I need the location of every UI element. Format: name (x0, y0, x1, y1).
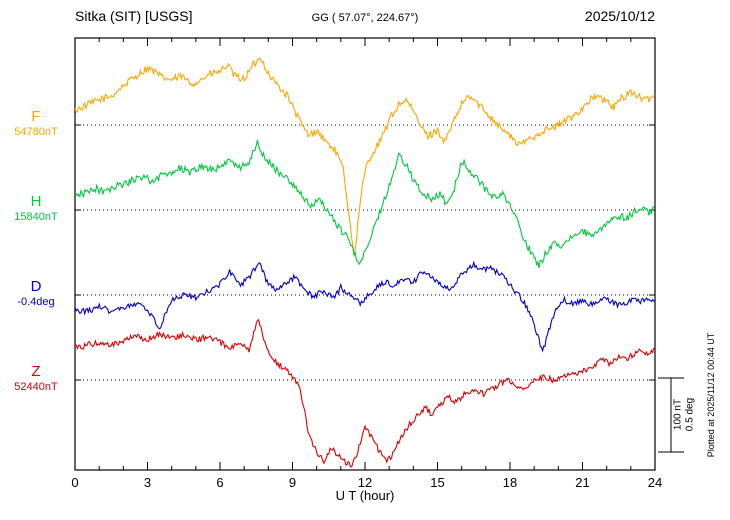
x-axis-label: U T (hour) (335, 488, 395, 503)
legend-D-baseline: -0.4deg (17, 296, 55, 308)
scale-bar-deg-label: 0.5 deg (684, 397, 696, 432)
legend-D: D -0.4deg (2, 279, 70, 308)
trace-D (75, 260, 655, 353)
x-tick-label: 0 (71, 475, 78, 490)
legend-Z-baseline: 52440nT (14, 381, 58, 393)
trace-F (75, 57, 655, 256)
trace-Z (75, 318, 655, 468)
scale-bar-nt-label: 100 nT (672, 398, 684, 431)
x-tick-label: 15 (430, 475, 444, 490)
legend-D-letter: D (30, 278, 42, 295)
x-tick-label: 24 (648, 475, 662, 490)
x-tick-label: 9 (289, 475, 296, 490)
legend-H-letter: H (30, 193, 42, 210)
x-tick-label: 21 (575, 475, 589, 490)
plotted-timestamp: Plotted at 2025/11/12 00:44 UT (706, 332, 716, 458)
legend-F-letter: F (31, 108, 41, 125)
plot-frame (74, 37, 656, 471)
station-title: Sitka (SIT) [USGS] (75, 8, 193, 24)
x-tick-label: 3 (144, 475, 151, 490)
x-tick-label: 12 (358, 475, 372, 490)
x-tick-label: 18 (503, 475, 517, 490)
trace-H (75, 139, 655, 269)
legend-H-baseline: 15840nT (14, 211, 58, 223)
legend-Z-letter: Z (31, 363, 41, 380)
legend-Z: Z 52440nT (2, 364, 70, 393)
legend-F-baseline: 54780nT (14, 126, 58, 138)
observation-date: 2025/10/12 (584, 8, 655, 24)
geographic-coords: GG ( 57.07°, 224.67°) (311, 12, 419, 24)
legend-H: H 15840nT (2, 194, 70, 223)
legend-F: F 54780nT (2, 109, 70, 138)
x-tick-label: 6 (216, 475, 223, 490)
